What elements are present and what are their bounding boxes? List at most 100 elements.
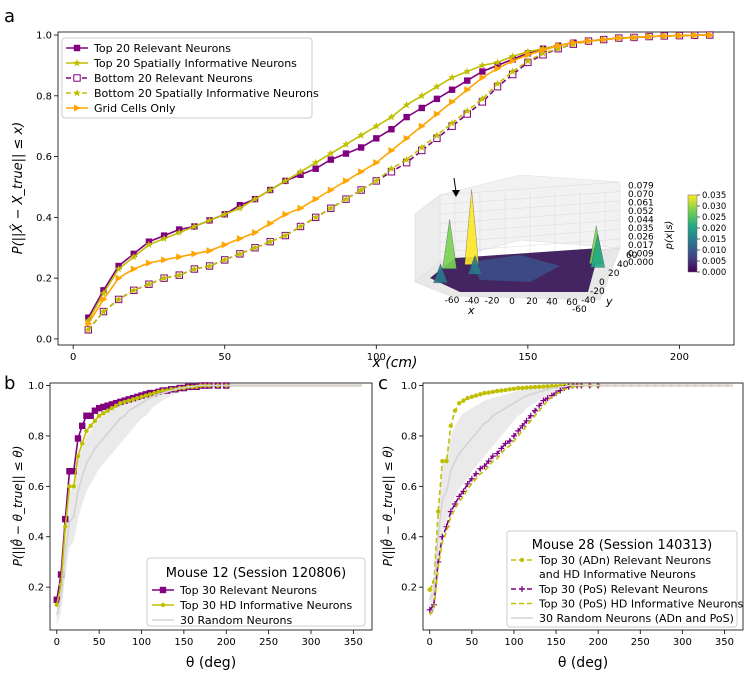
x-tick-label: 0 [427,637,433,648]
data-point [190,222,199,230]
data-point [112,399,120,407]
inset-y-tick: 60 [626,251,638,261]
legend-marker [73,89,81,97]
data-point [79,422,86,430]
colorbar [687,194,698,273]
data-point [251,243,259,251]
inset-y-tick: 0 [599,278,605,288]
data-point [418,91,426,100]
data-point [130,397,136,402]
data-point [435,509,441,514]
inset-y-tick: 20 [608,269,620,279]
data-point [118,400,123,406]
data-point [267,219,275,227]
data-point [126,398,132,403]
legend-label: 30 Random Neurons [180,614,292,627]
data-point [108,401,116,408]
data-point [448,73,456,81]
data-point [494,388,500,394]
data-point [449,98,457,106]
data-point [85,320,93,328]
data-point [122,399,127,405]
x-tick-label: 250 [631,637,650,648]
legend-marker [73,59,81,67]
data-point [312,195,320,203]
data-point [206,247,214,255]
data-point [469,394,475,400]
data-point [509,57,517,65]
y-tick-label: 0.6 [28,482,44,493]
data-point [402,155,411,163]
plot-frame-c [422,382,744,631]
data-point [251,195,259,203]
data-point [463,107,471,115]
data-point [87,412,94,419]
data-point [541,384,546,389]
series-line-3 [428,384,733,601]
data-point [109,406,115,411]
data-point [357,186,365,194]
legend-label: Top 20 Relevant Neurons [93,42,231,55]
data-point [236,235,244,243]
data-point [448,86,456,93]
data-point [479,74,487,82]
colorbar-tick-label: 0.010 [702,246,726,256]
data-point [220,210,229,218]
legend-label: Top 30 HD Informative Neurons [179,599,352,612]
data-point [160,388,165,393]
data-point [342,195,350,203]
data-point [327,186,335,194]
inset-z-tick: 0.079 [628,182,654,192]
data-point [88,423,93,429]
data-point [176,253,184,261]
data-point [452,408,458,413]
data-point [372,122,381,130]
data-point [479,68,486,75]
data-point [507,387,512,392]
inset-arrow-shaft [453,177,457,193]
y-axis-label-c: P(||θ̂ − θ_true|| ≤ θ) [379,446,395,567]
data-point [387,164,396,172]
x-axis-label-c: θ (deg) [558,655,608,671]
inset-surface-peak [467,254,483,275]
data-point [130,252,138,261]
data-point [71,484,76,489]
data-point [403,113,410,121]
data-point [403,134,411,142]
x-axis-label-b: θ (deg) [186,655,236,671]
y-tick-label: 0.6 [36,152,52,163]
data-point [75,453,81,459]
data-point [473,393,479,398]
inset-z-tick: 0.044 [628,216,654,226]
data-point [486,390,491,395]
y-tick-label: 1.0 [401,381,417,392]
data-point [433,110,441,118]
data-point [528,385,533,390]
colorbar-tick-label: 0.030 [702,202,726,212]
data-point [135,395,140,401]
inset-z-tick: 0.009 [628,250,654,260]
legend-b: Mouse 12 (Session 120806) Top 30 Relevan… [146,557,366,627]
panel-c: 0 50 100 150 200 250 300 350 0.2 0.4 0.6 0.8 1.0 θ … [379,381,744,671]
data-point [101,411,106,416]
data-point [114,295,123,303]
data-point [508,52,517,60]
data-point [296,222,305,230]
data-point [236,249,244,258]
inset-z-tick: 0.000 [628,258,654,268]
data-point [84,325,93,333]
legend-marker [73,74,81,82]
data-point [342,140,350,148]
legend-box-c [506,530,738,628]
inset-x-tick: 0 [509,297,515,307]
data-point [281,176,290,185]
data-point [387,113,396,121]
data-point [493,58,502,66]
data-point [205,216,214,224]
data-point [80,441,85,446]
data-point [478,392,483,397]
inset-z-tick: 0.026 [628,233,654,243]
data-point [433,82,441,90]
data-point [482,390,487,396]
